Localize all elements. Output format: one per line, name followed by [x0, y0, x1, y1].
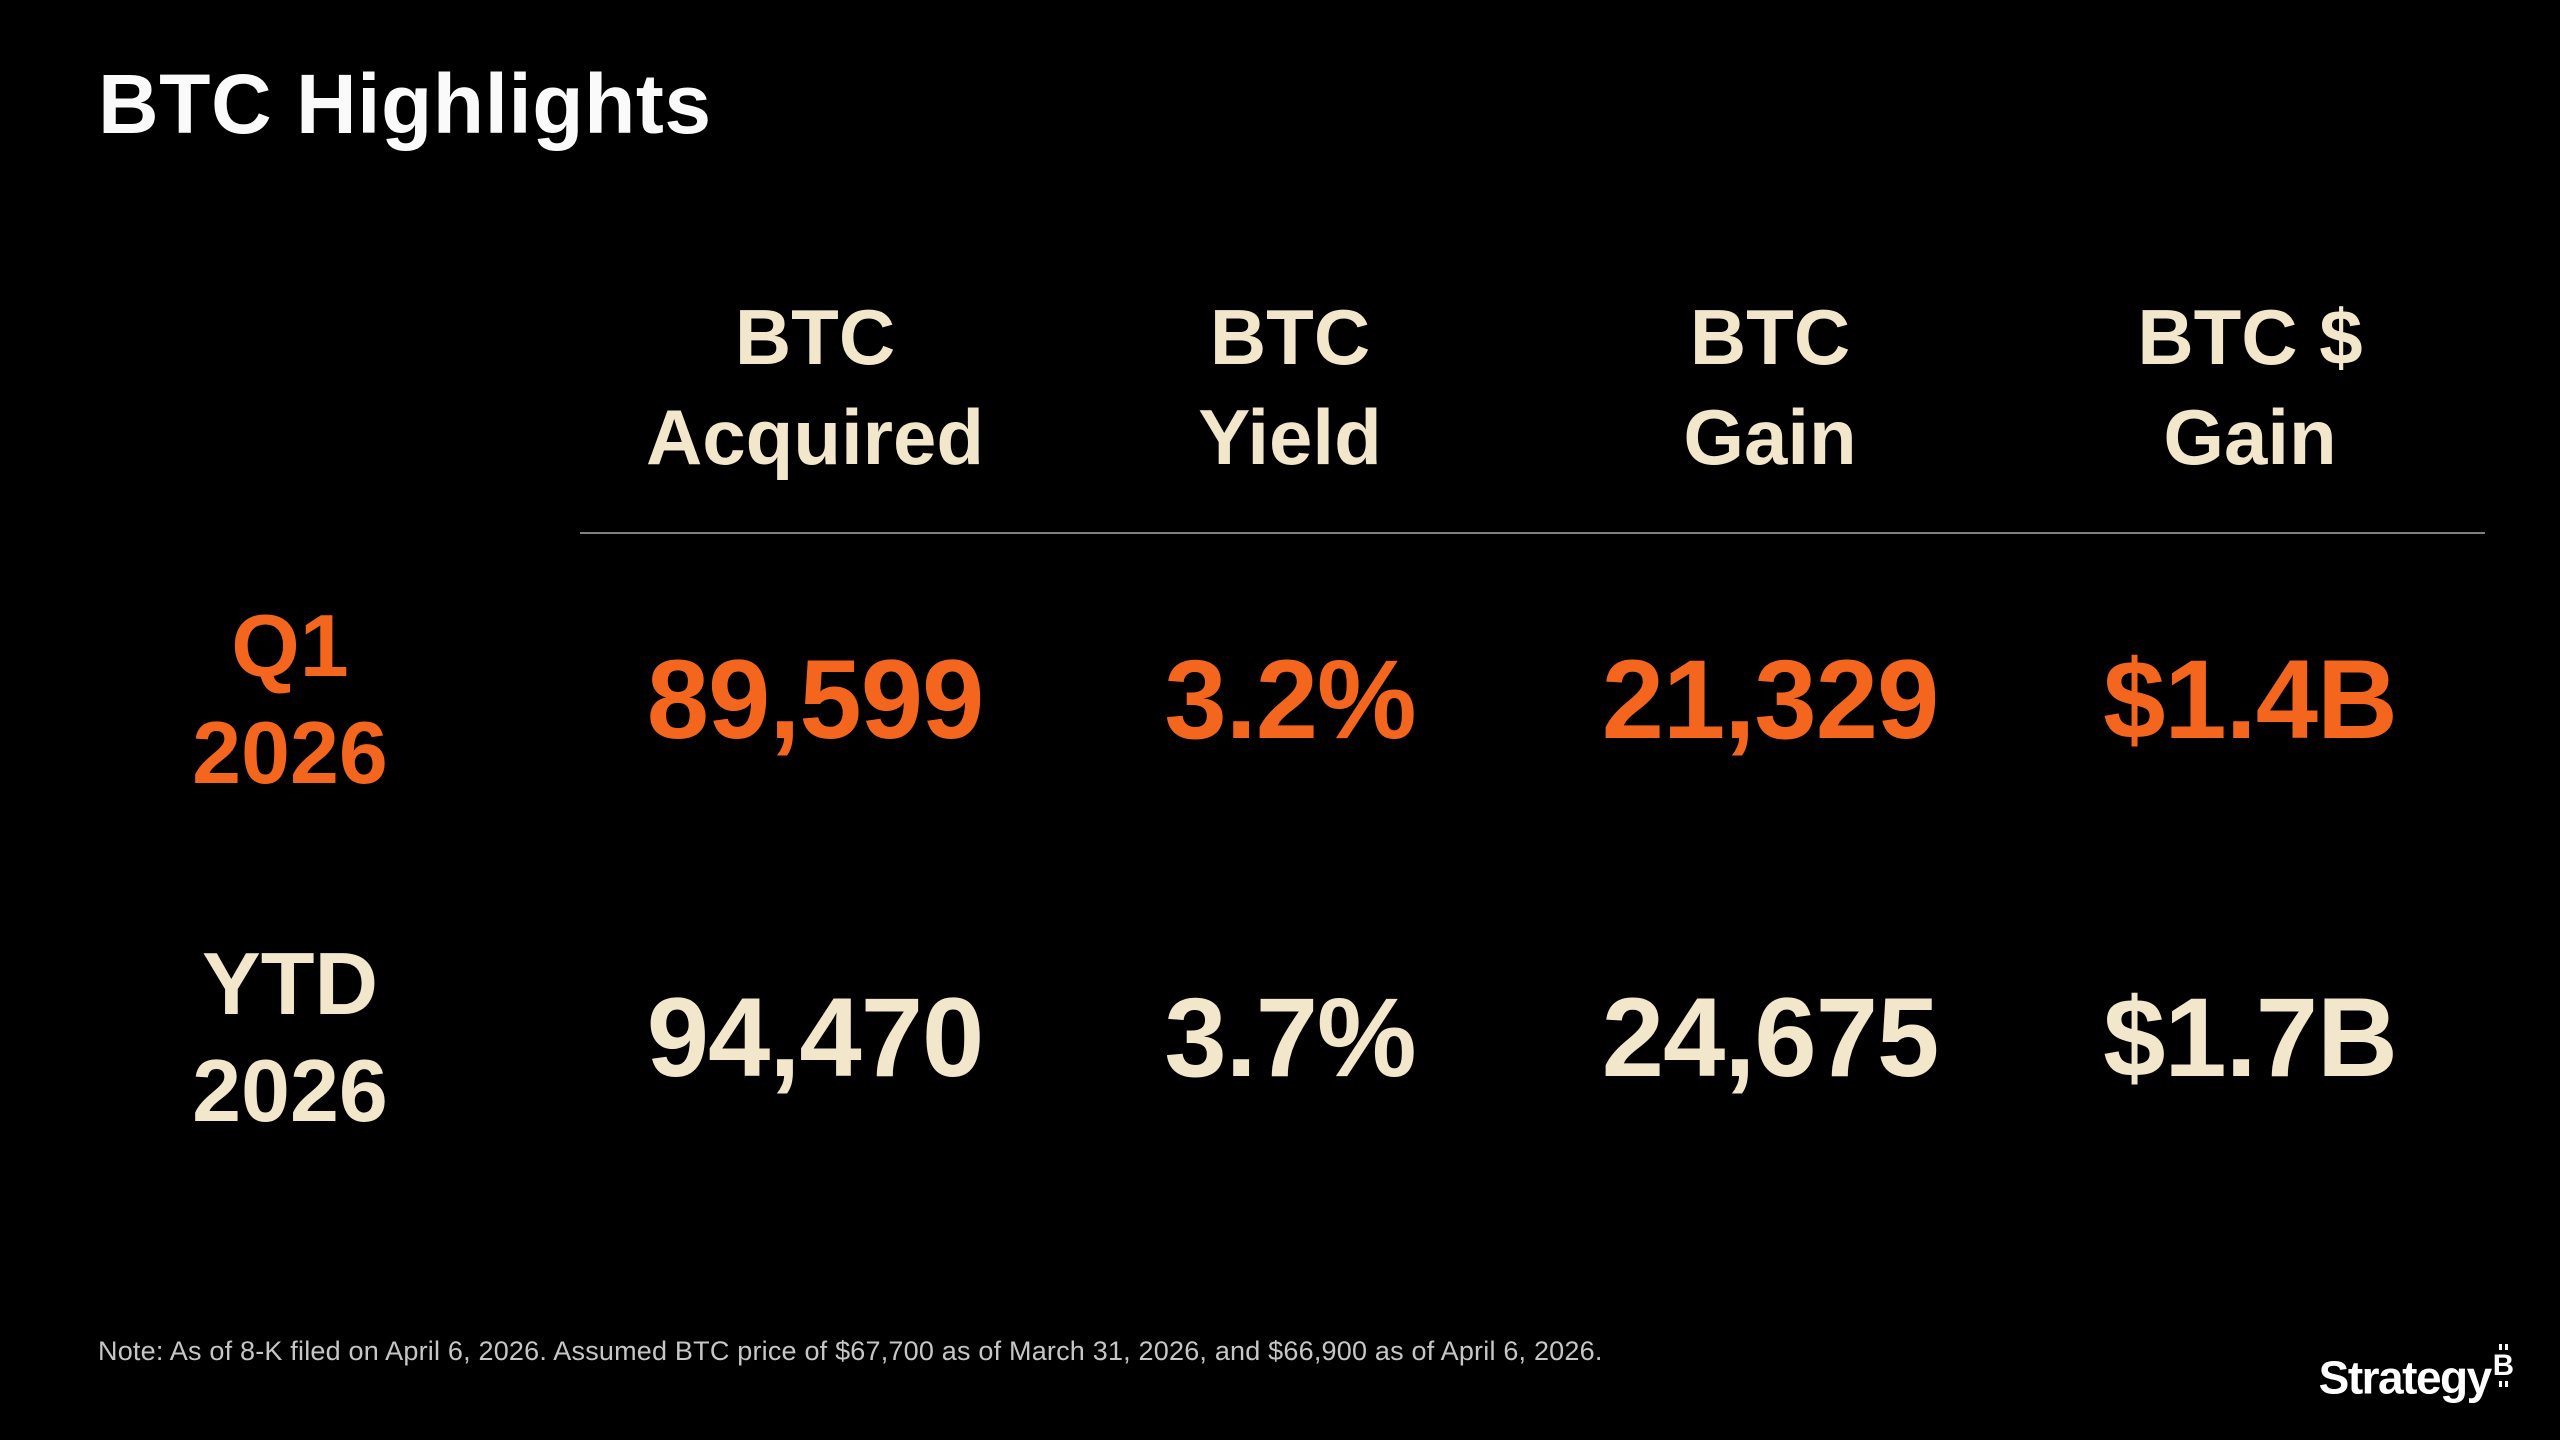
column-header-btc-yield: BTC Yield — [1050, 288, 1530, 532]
column-header-btc-acquired: BTC Acquired — [580, 288, 1050, 532]
highlights-table: BTC Acquired BTC Yield BTC Gain BTC $ Ga… — [0, 280, 2490, 1210]
column-header-btc-gain: BTC Gain — [1530, 288, 2010, 532]
row-label-ytd-2026: YTD 2026 — [0, 930, 580, 1145]
row-label-line: Q1 — [231, 595, 349, 695]
row-label-q1-2026: Q1 2026 — [0, 592, 580, 807]
strategy-logo: Strategy B — [2318, 1343, 2514, 1404]
row-label-line: 2026 — [192, 1041, 388, 1140]
cell-q1-btc-yield: 3.2% — [1164, 636, 1416, 762]
cell-ytd-btc-gain: 24,675 — [1601, 974, 1940, 1100]
cell-ytd-btc-acquired: 94,470 — [646, 974, 985, 1100]
header-line: Yield — [1198, 393, 1382, 482]
header-divider-line — [580, 532, 2485, 534]
column-header-btc-dollar-gain: BTC $ Gain — [2010, 288, 2490, 532]
row-label-line: 2026 — [192, 703, 388, 802]
table-row-q1-2026: Q1 2026 89,599 3.2% 21,329 $1.4B — [0, 534, 2490, 864]
strategy-logo-text: Strategy — [2318, 1351, 2493, 1403]
footnote: Note: As of 8-K filed on April 6, 2026. … — [98, 1336, 1603, 1366]
cell-q1-btc-dollar-gain: $1.4B — [2103, 636, 2398, 762]
cell-ytd-btc-yield: 3.7% — [1164, 974, 1416, 1100]
header-spacer — [0, 488, 580, 532]
cell-ytd-btc-dollar-gain: $1.7B — [2103, 974, 2398, 1100]
header-line: BTC — [1209, 293, 1371, 382]
cell-q1-btc-acquired: 89,599 — [646, 636, 985, 762]
cell-q1-btc-gain: 21,329 — [1601, 636, 1940, 762]
header-line: Gain — [2163, 393, 2337, 482]
bitcoin-icon-letter: B — [2492, 1348, 2514, 1382]
page-title: BTC Highlights — [98, 57, 712, 151]
row-label-line: YTD — [202, 933, 378, 1033]
header-line: Acquired — [645, 393, 985, 482]
header-line: Gain — [1683, 393, 1857, 482]
header-line: BTC $ — [2137, 293, 2363, 382]
header-line: BTC — [1689, 293, 1851, 382]
bitcoin-icon: B — [2492, 1343, 2514, 1387]
table-row-ytd-2026: YTD 2026 94,470 3.7% 24,675 $1.7B — [0, 864, 2490, 1210]
table-header-row: BTC Acquired BTC Yield BTC Gain BTC $ Ga… — [0, 280, 2490, 532]
header-line: BTC — [734, 293, 896, 382]
